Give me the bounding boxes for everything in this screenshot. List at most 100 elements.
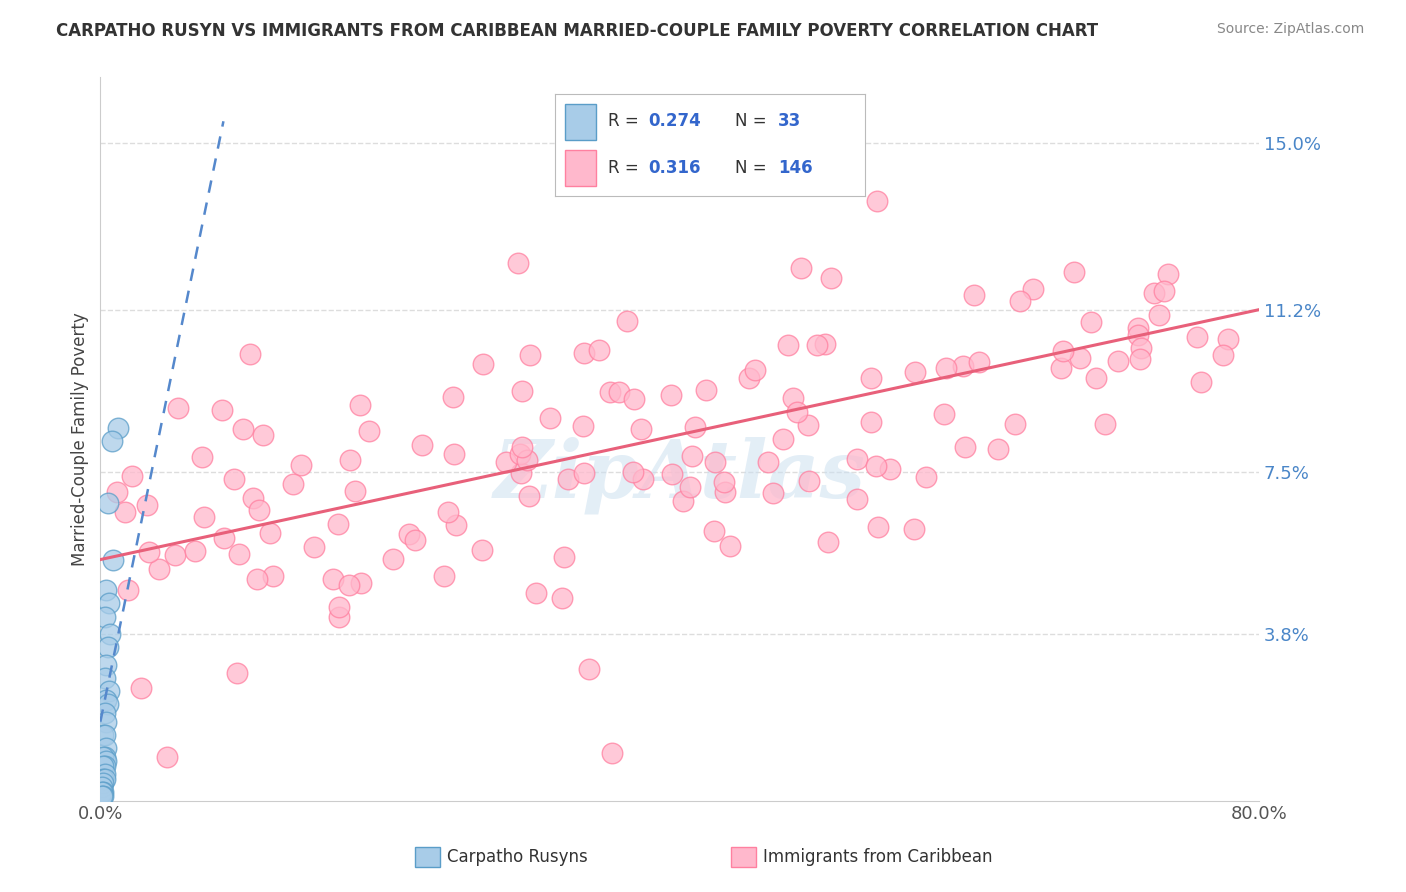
Point xyxy=(101,434,124,449)
Point xyxy=(242,491,264,505)
Point xyxy=(865,459,887,474)
Point xyxy=(607,384,630,399)
Point xyxy=(681,449,703,463)
Point xyxy=(1126,321,1149,335)
Point xyxy=(349,575,371,590)
Point xyxy=(433,569,456,583)
Point xyxy=(91,758,114,772)
Point xyxy=(471,357,494,371)
Point xyxy=(859,415,882,429)
Point xyxy=(1094,417,1116,431)
Text: ZipAtlas: ZipAtlas xyxy=(494,436,866,514)
Point xyxy=(1143,285,1166,300)
Point xyxy=(328,600,350,615)
Point xyxy=(232,422,254,436)
Point xyxy=(93,758,115,772)
Point xyxy=(337,577,360,591)
Point xyxy=(738,371,761,385)
Point xyxy=(623,392,645,406)
Point xyxy=(91,749,114,764)
Text: N =: N = xyxy=(735,112,772,130)
Point xyxy=(574,345,596,359)
Text: CARPATHO RUSYN VS IMMIGRANTS FROM CARIBBEAN MARRIED-COUPLE FAMILY POVERTY CORREL: CARPATHO RUSYN VS IMMIGRANTS FROM CARIBB… xyxy=(56,22,1098,40)
Point xyxy=(672,494,695,508)
Point xyxy=(967,355,990,369)
Point xyxy=(600,746,623,760)
Point xyxy=(97,640,120,655)
Point xyxy=(443,447,465,461)
Point xyxy=(790,260,813,275)
Point xyxy=(131,681,153,696)
Point xyxy=(1157,267,1180,281)
Point xyxy=(879,462,901,476)
Point xyxy=(90,789,112,804)
Point xyxy=(97,697,120,711)
Point xyxy=(510,440,533,454)
Point xyxy=(136,499,159,513)
Point xyxy=(94,583,117,598)
Point xyxy=(517,489,540,503)
Point xyxy=(704,455,727,469)
Point xyxy=(382,552,405,566)
Point xyxy=(813,336,835,351)
Point xyxy=(903,522,925,536)
Point xyxy=(91,728,114,742)
Point xyxy=(599,385,621,400)
Point xyxy=(1107,354,1129,368)
Point xyxy=(184,544,207,558)
Point xyxy=(359,424,381,438)
Point xyxy=(904,366,927,380)
Text: 33: 33 xyxy=(778,112,801,130)
Point xyxy=(91,785,114,799)
Point xyxy=(806,338,828,352)
Point xyxy=(91,776,114,790)
Point xyxy=(93,728,115,742)
Point xyxy=(524,586,547,600)
Point xyxy=(1050,360,1073,375)
Point xyxy=(935,361,957,376)
Point xyxy=(211,403,233,417)
Point xyxy=(868,520,890,534)
Point xyxy=(955,440,977,454)
Point xyxy=(212,531,235,545)
Y-axis label: Married-Couple Family Poverty: Married-Couple Family Poverty xyxy=(72,312,89,566)
Point xyxy=(262,569,284,583)
Point xyxy=(228,547,250,561)
Point xyxy=(679,480,702,494)
Point xyxy=(114,505,136,519)
Point xyxy=(349,398,371,412)
Point xyxy=(94,657,117,672)
Point xyxy=(1130,341,1153,355)
Point xyxy=(659,388,682,402)
Point xyxy=(510,384,533,399)
Point xyxy=(695,384,717,398)
Point xyxy=(915,469,938,483)
Point xyxy=(398,527,420,541)
Text: N =: N = xyxy=(735,159,772,177)
Point xyxy=(510,467,533,481)
Point xyxy=(91,789,114,804)
Point xyxy=(93,772,115,786)
Point xyxy=(578,662,600,676)
Point xyxy=(138,545,160,559)
Point xyxy=(797,417,820,432)
Point xyxy=(495,455,517,469)
Point xyxy=(94,754,117,768)
Point xyxy=(94,714,117,729)
Point xyxy=(93,749,115,764)
Point xyxy=(191,450,214,464)
Point xyxy=(107,421,129,435)
Point xyxy=(621,465,644,479)
Point xyxy=(98,684,121,698)
Point xyxy=(97,495,120,509)
Point xyxy=(90,785,112,799)
Point xyxy=(1147,308,1170,322)
Point xyxy=(437,506,460,520)
Point xyxy=(506,255,529,269)
Point xyxy=(758,455,780,469)
Point xyxy=(714,485,737,500)
Text: 146: 146 xyxy=(778,159,813,177)
Point xyxy=(557,472,579,486)
Point xyxy=(551,591,574,606)
Point xyxy=(165,548,187,562)
